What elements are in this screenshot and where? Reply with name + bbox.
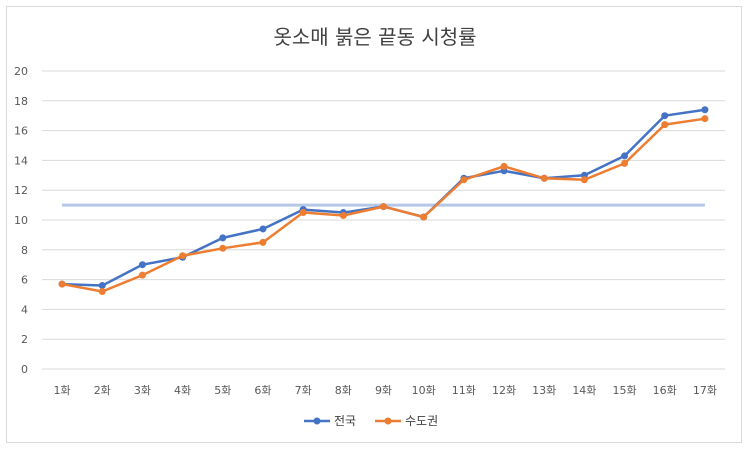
x-tick-label: 14화 [572,384,596,397]
data-point [420,213,428,221]
data-point [701,106,709,114]
x-tick-label: 4화 [174,384,191,397]
data-point [259,225,267,233]
data-point [540,174,548,182]
legend-marker [384,417,392,425]
y-tick-label: 12 [14,184,28,197]
x-tick-label: 12화 [492,384,516,397]
y-tick-label: 8 [21,244,28,257]
y-tick-label: 2 [21,333,28,346]
data-point [380,203,387,211]
x-axis-ticks: 1화 2화 3화 4화 5화 6화 7화 8화 9화 10화 11화 12화 13화 14화 15화 16화 1… [54,384,717,397]
y-tick-label: 18 [14,95,28,108]
data-point [661,112,669,120]
data-point [701,115,709,123]
data-point [500,162,508,170]
data-point [138,261,146,269]
y-tick-label: 16 [14,125,28,138]
x-tick-label: 13화 [532,384,556,397]
data-point [580,176,588,184]
data-point [621,152,629,160]
x-tick-label: 9화 [375,384,392,397]
x-tick-label: 16화 [653,384,677,397]
legend: 전국 수도권 [304,414,438,428]
x-tick-label: 15화 [612,384,636,397]
x-tick-label: 17화 [693,384,717,397]
x-tick-label: 11화 [452,384,476,397]
x-tick-label: 2화 [94,384,111,397]
data-point [460,176,468,184]
y-axis-ticks: 0 2 4 6 8 10 12 14 16 18 20 [14,65,28,376]
data-point [179,252,187,260]
y-tick-label: 4 [21,303,28,316]
data-point [299,209,307,217]
data-point [621,159,629,167]
legend-label: 전국 [334,414,356,428]
chart-frame [6,6,742,443]
x-tick-label: 7화 [295,384,312,397]
data-point [661,121,669,129]
gridlines [42,70,725,370]
y-tick-label: 0 [21,363,28,376]
data-point [259,238,267,246]
y-tick-label: 6 [21,274,28,287]
x-tick-label: 3화 [134,384,151,397]
data-point [98,282,106,290]
y-tick-label: 20 [14,65,28,78]
data-point [219,234,227,242]
legend-marker [313,417,321,425]
y-tick-label: 14 [14,154,28,167]
x-tick-label: 6화 [254,384,271,397]
series-group [58,106,709,296]
data-point [219,244,227,252]
series-line [62,108,706,287]
y-tick-label: 10 [14,214,28,227]
data-point [98,288,106,296]
chart-title: 옷소매 붉은 끝동 시청률 [273,25,476,49]
data-point [138,271,146,279]
x-tick-label: 1화 [54,384,71,397]
data-point [339,212,347,220]
x-tick-label: 5화 [214,384,231,397]
data-point [58,280,66,288]
x-tick-label: 10화 [412,384,436,397]
x-tick-label: 8화 [335,384,352,397]
legend-label: 수도권 [405,414,438,428]
